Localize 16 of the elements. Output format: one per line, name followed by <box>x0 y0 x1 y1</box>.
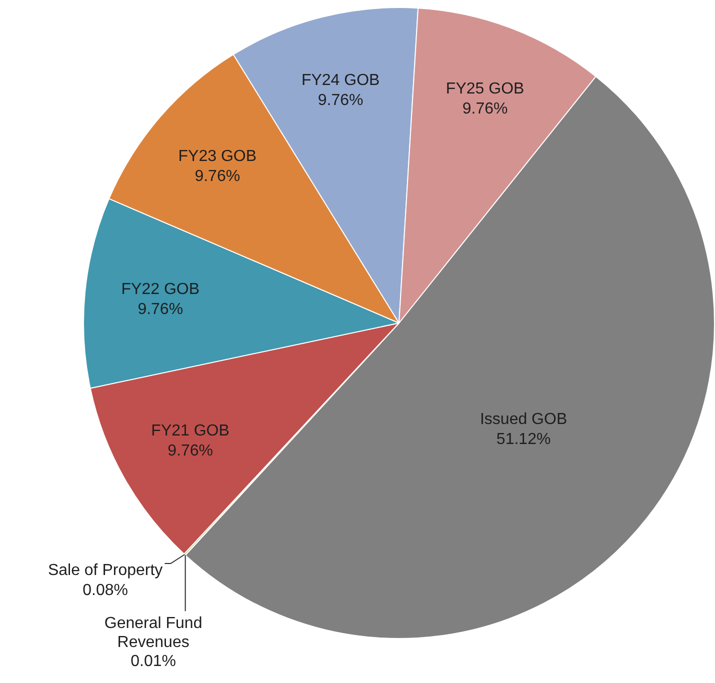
slice-label: FY25 GOB <box>446 80 524 98</box>
slice-label: Sale of Property <box>48 562 163 579</box>
slice-label: FY22 GOB <box>121 280 200 298</box>
slice-label: FY23 GOB <box>178 148 257 165</box>
data-label: 9.76% <box>318 92 364 109</box>
slice-label: FY21 GOB <box>151 422 230 440</box>
data-label: 9.76% <box>168 442 213 460</box>
data-label: 51.12% <box>496 431 551 448</box>
data-label: 9.76% <box>462 100 508 118</box>
data-label: 9.76% <box>138 300 184 318</box>
data-label: 0.01% <box>130 653 176 670</box>
data-label: 9.76% <box>194 168 240 185</box>
slice-label: General Fund Revenues <box>104 615 202 652</box>
data-label: 0.08% <box>82 582 128 599</box>
slice-label: Issued GOB <box>480 411 568 428</box>
slice-label: FY24 GOB <box>301 72 380 89</box>
